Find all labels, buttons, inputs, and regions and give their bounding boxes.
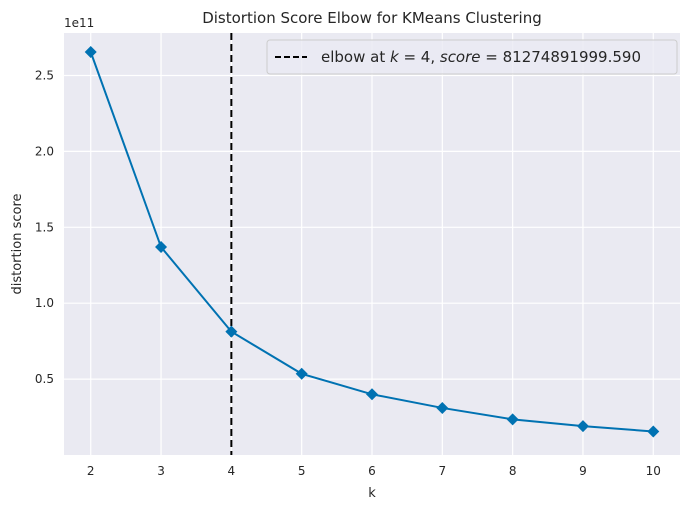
data-point xyxy=(295,367,308,380)
x-tick-label: 6 xyxy=(368,464,376,478)
legend: elbow at k = 4, score = 81274891999.590 xyxy=(266,39,678,75)
data-point xyxy=(155,241,168,254)
legend-box xyxy=(266,39,678,75)
x-axis-ticks: 2 3 4 5 6 7 8 9 10 xyxy=(87,464,661,478)
x-tick-label: 3 xyxy=(157,464,165,478)
x-tick-label: 2 xyxy=(87,464,95,478)
y-tick-label: 1.0 xyxy=(35,296,54,310)
y-axis-offset-text: 1e11 xyxy=(64,16,94,30)
series-markers xyxy=(84,45,660,438)
y-axis-label: distortion score xyxy=(10,194,25,295)
x-tick-label: 8 xyxy=(509,464,517,478)
data-point xyxy=(576,420,589,433)
x-tick-label: 9 xyxy=(579,464,587,478)
chart-title: Distortion Score Elbow for KMeans Cluste… xyxy=(202,9,542,27)
x-axis-label: k xyxy=(368,486,376,501)
x-tick-label: 4 xyxy=(228,464,236,478)
x-tick-label: 10 xyxy=(646,464,661,478)
y-tick-label: 1.5 xyxy=(35,220,54,234)
data-point xyxy=(647,425,660,438)
y-axis-ticks: 0.5 1.0 1.5 2.0 2.5 xyxy=(35,69,54,387)
y-tick-label: 0.5 xyxy=(35,372,54,386)
legend-label: elbow at k = 4, score = 81274891999.590 xyxy=(321,48,641,66)
x-tick-label: 5 xyxy=(298,464,306,478)
data-point xyxy=(506,413,519,426)
y-tick-label: 2.0 xyxy=(35,144,54,158)
data-point xyxy=(225,325,238,338)
y-tick-label: 2.5 xyxy=(35,69,54,83)
data-point xyxy=(366,388,378,401)
data-point xyxy=(84,45,97,58)
data-point xyxy=(436,401,449,414)
x-tick-label: 7 xyxy=(438,464,446,478)
